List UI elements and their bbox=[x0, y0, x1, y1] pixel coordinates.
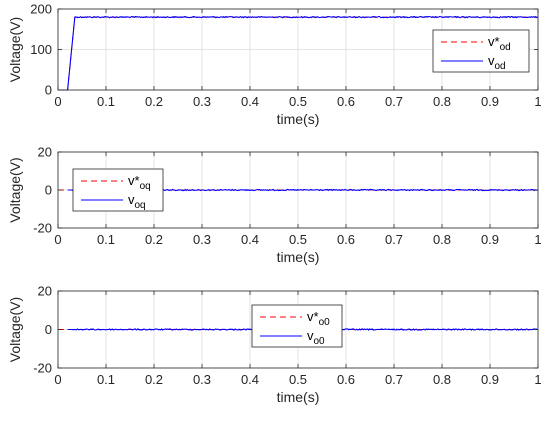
x-tick-label: 0 bbox=[54, 372, 61, 387]
legend-label-subscript: oq bbox=[135, 200, 146, 211]
y-tick-label: 20 bbox=[38, 145, 52, 160]
x-tick-label: 0.7 bbox=[385, 94, 403, 109]
legend-label-main: v bbox=[488, 53, 495, 68]
x-tick-label: 0.1 bbox=[97, 94, 115, 109]
y-tick-label: 100 bbox=[30, 42, 52, 57]
x-tick-label: 0.9 bbox=[481, 232, 499, 247]
x-tick-label: 0.4 bbox=[241, 232, 259, 247]
chart-panel-3: 0 0.1 0.2 0.3 0.4 0.5 0.6 0.7 0.8 0.9 1-20020time(… bbox=[7, 284, 542, 406]
legend-label-v*o0: v*o0 bbox=[307, 309, 330, 328]
x-tick-label: 0.5 bbox=[289, 232, 307, 247]
legend-label-main: v bbox=[307, 328, 314, 343]
x-tick-label: 0.6 bbox=[337, 94, 355, 109]
x-tick-label: 0.9 bbox=[481, 372, 499, 387]
chart-panel-2: 0 0.1 0.2 0.3 0.4 0.5 0.6 0.7 0.8 0.9 1-20020time(… bbox=[7, 145, 542, 266]
chart-panel-1: 0 0.1 0.2 0.3 0.4 0.5 0.6 0.7 0.8 0.9 1 0 100 200 time… bbox=[7, 2, 542, 128]
legend-label-subscript: o0 bbox=[314, 336, 326, 347]
x-tick-label: 0.1 bbox=[97, 372, 115, 387]
legend-label-subscript: o0 bbox=[319, 317, 331, 328]
x-tick-label: 1 bbox=[534, 372, 541, 387]
x-tick-label: 0.7 bbox=[385, 372, 403, 387]
x-tick-label: 0.9 bbox=[481, 94, 499, 109]
legend-label-subscript: od bbox=[495, 61, 506, 72]
y-tick-label: -20 bbox=[33, 221, 52, 236]
x-tick-label: 0.8 bbox=[433, 232, 451, 247]
y-axis-label: Voltage(V) bbox=[7, 17, 23, 82]
x-tick-label: 0.8 bbox=[433, 372, 451, 387]
x-tick-label: 0.7 bbox=[385, 232, 403, 247]
legend-label-subscript: od bbox=[500, 42, 511, 53]
series-line-vod bbox=[58, 15, 539, 91]
x-tick-label: 0.3 bbox=[193, 232, 211, 247]
legend-box bbox=[251, 304, 343, 348]
y-tick-label: 0 bbox=[45, 183, 52, 198]
x-tick-label: 0 bbox=[54, 94, 61, 109]
x-tick-label: 0.8 bbox=[433, 94, 451, 109]
x-tick-label: 0 bbox=[54, 232, 61, 247]
x-tick-label: 0.3 bbox=[193, 94, 211, 109]
x-tick-label: 1 bbox=[534, 232, 541, 247]
y-tick-label: 200 bbox=[30, 2, 52, 17]
y-axis-label: Voltage(V) bbox=[7, 297, 23, 362]
y-tick-label: 0 bbox=[45, 83, 52, 98]
legend-label-main: v* bbox=[128, 173, 140, 188]
legend-box bbox=[72, 168, 164, 212]
y-tick-label: 20 bbox=[38, 284, 52, 299]
x-tick-label: 0.4 bbox=[241, 94, 259, 109]
legend-box bbox=[432, 29, 530, 73]
x-tick-label: 0.6 bbox=[337, 232, 355, 247]
legend-label-v*od: v*od bbox=[488, 34, 511, 53]
x-tick-label: 0.5 bbox=[289, 94, 307, 109]
x-tick-label: 0.2 bbox=[145, 94, 163, 109]
x-tick-label: 1 bbox=[534, 94, 541, 109]
legend-label-main: v bbox=[128, 192, 135, 207]
legend-label-main: v* bbox=[488, 34, 500, 49]
x-tick-label: 0.6 bbox=[337, 372, 355, 387]
x-tick-label: 0.4 bbox=[241, 372, 259, 387]
x-tick-label: 0.2 bbox=[145, 372, 163, 387]
legend-label-voq: voq bbox=[128, 192, 146, 211]
x-tick-label: 0.3 bbox=[193, 372, 211, 387]
legend-label-v*oq: v*oq bbox=[128, 173, 151, 192]
x-axis-label: time(s) bbox=[277, 389, 320, 405]
legend-label-vo0: vo0 bbox=[307, 328, 325, 347]
y-tick-label: -20 bbox=[33, 361, 52, 376]
legend-label-subscript: oq bbox=[140, 181, 151, 192]
x-axis-label: time(s) bbox=[277, 249, 320, 265]
y-axis-label: Voltage(V) bbox=[7, 157, 23, 222]
x-tick-label: 0.1 bbox=[97, 232, 115, 247]
legend-label-vod: vod bbox=[488, 53, 506, 72]
x-tick-label: 0.2 bbox=[145, 232, 163, 247]
y-tick-label: 0 bbox=[45, 322, 52, 337]
x-tick-label: 0.5 bbox=[289, 372, 307, 387]
x-axis-label: time(s) bbox=[277, 111, 320, 127]
legend-label-main: v* bbox=[307, 309, 319, 324]
